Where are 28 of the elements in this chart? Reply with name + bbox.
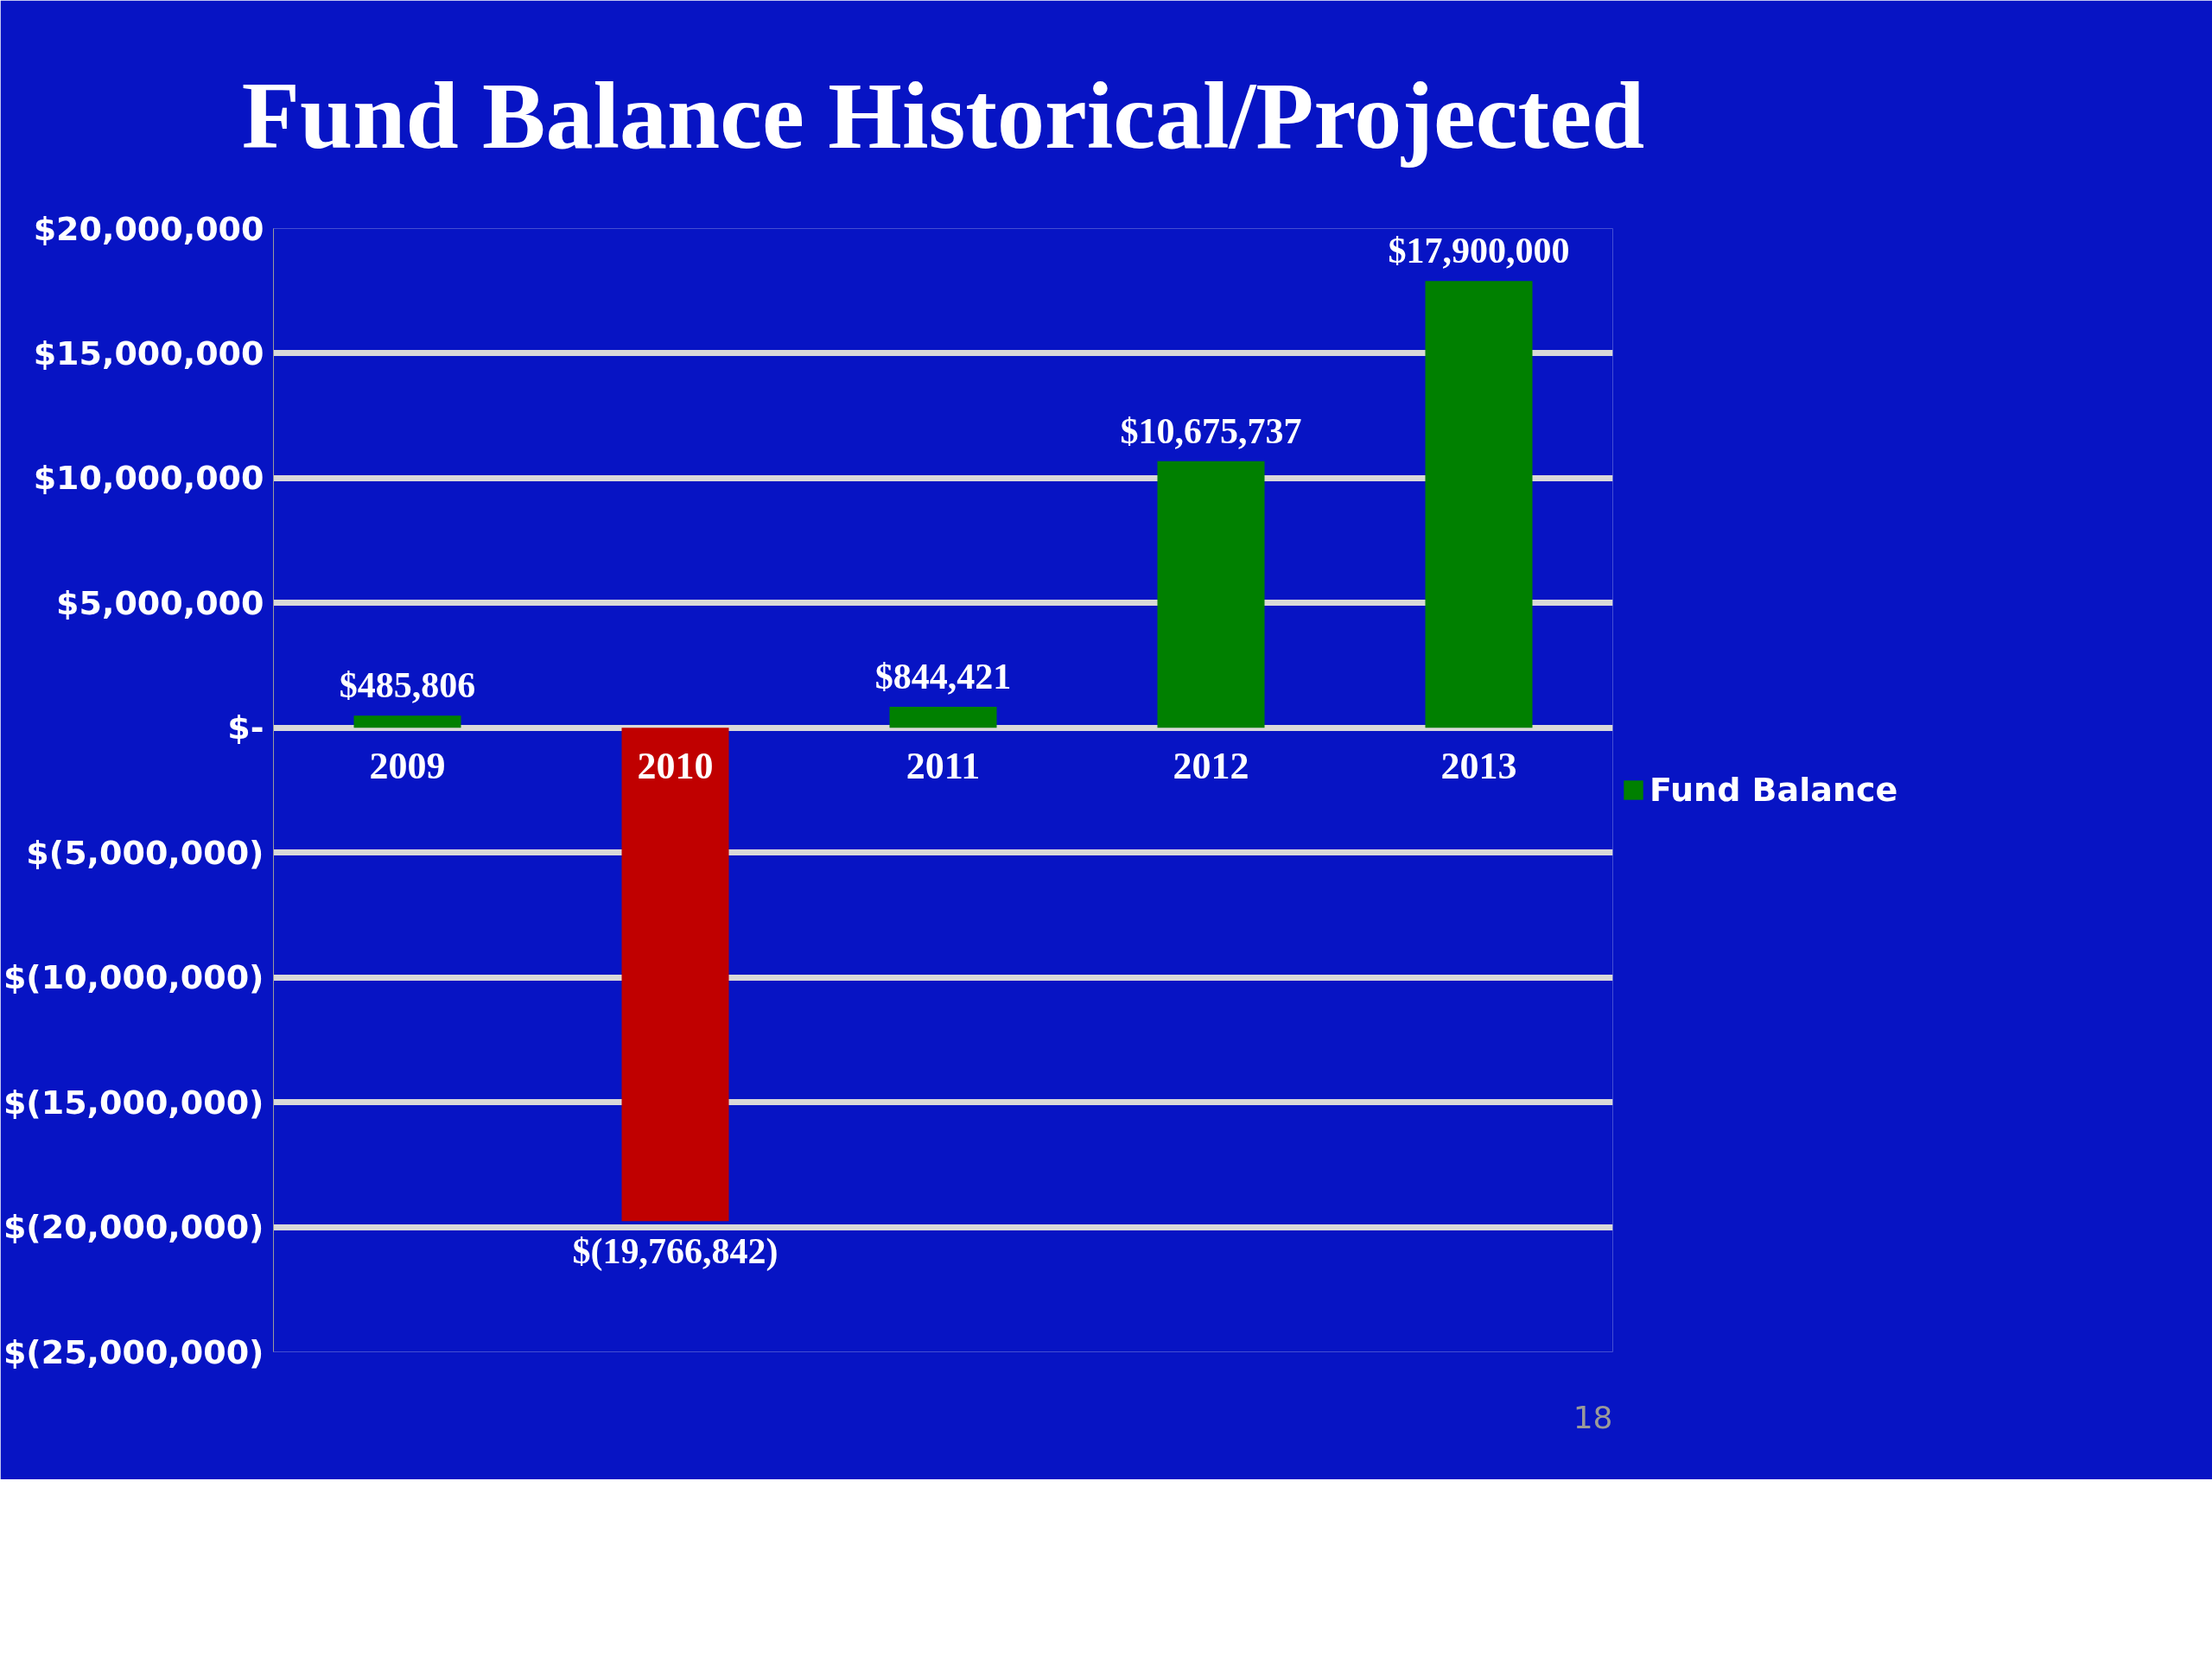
bar <box>621 728 729 1222</box>
data-label: $10,675,737 <box>1120 410 1302 451</box>
y-tick-label: $10,000,000 <box>33 459 264 498</box>
y-tick-label: $(15,000,000) <box>3 1083 264 1122</box>
bar <box>889 706 997 728</box>
x-tick-label: 2010 <box>637 745 714 788</box>
bar <box>1157 461 1265 728</box>
text: 18 <box>1573 1399 1613 1435</box>
chart-title: Fund Balance Historical/Projected <box>241 62 1645 168</box>
y-tick-label: $(25,000,000) <box>3 1332 264 1371</box>
bar <box>353 715 461 728</box>
y-tick-label: $- <box>227 709 264 747</box>
y-tick-label: $(20,000,000) <box>3 1208 264 1247</box>
x-tick-label: 2013 <box>1440 745 1517 788</box>
bar <box>1425 281 1533 728</box>
x-tick-label: 2009 <box>369 745 446 788</box>
x-tick-label: 2012 <box>1173 745 1249 788</box>
y-tick-label: $(5,000,000) <box>26 833 264 872</box>
data-label: $844,421 <box>874 656 1012 696</box>
y-tick-label: $15,000,000 <box>33 334 264 372</box>
data-label: $17,900,000 <box>1388 231 1570 271</box>
legend-label: Fund Balance <box>1649 771 1898 809</box>
data-label: $(19,766,842) <box>572 1231 779 1273</box>
y-tick-label: $(10,000,000) <box>3 958 264 997</box>
y-tick-label: $5,000,000 <box>56 583 264 622</box>
y-tick-label: $20,000,000 <box>33 209 264 248</box>
data-label: $485,806 <box>339 665 476 706</box>
x-tick-label: 2011 <box>906 745 981 788</box>
